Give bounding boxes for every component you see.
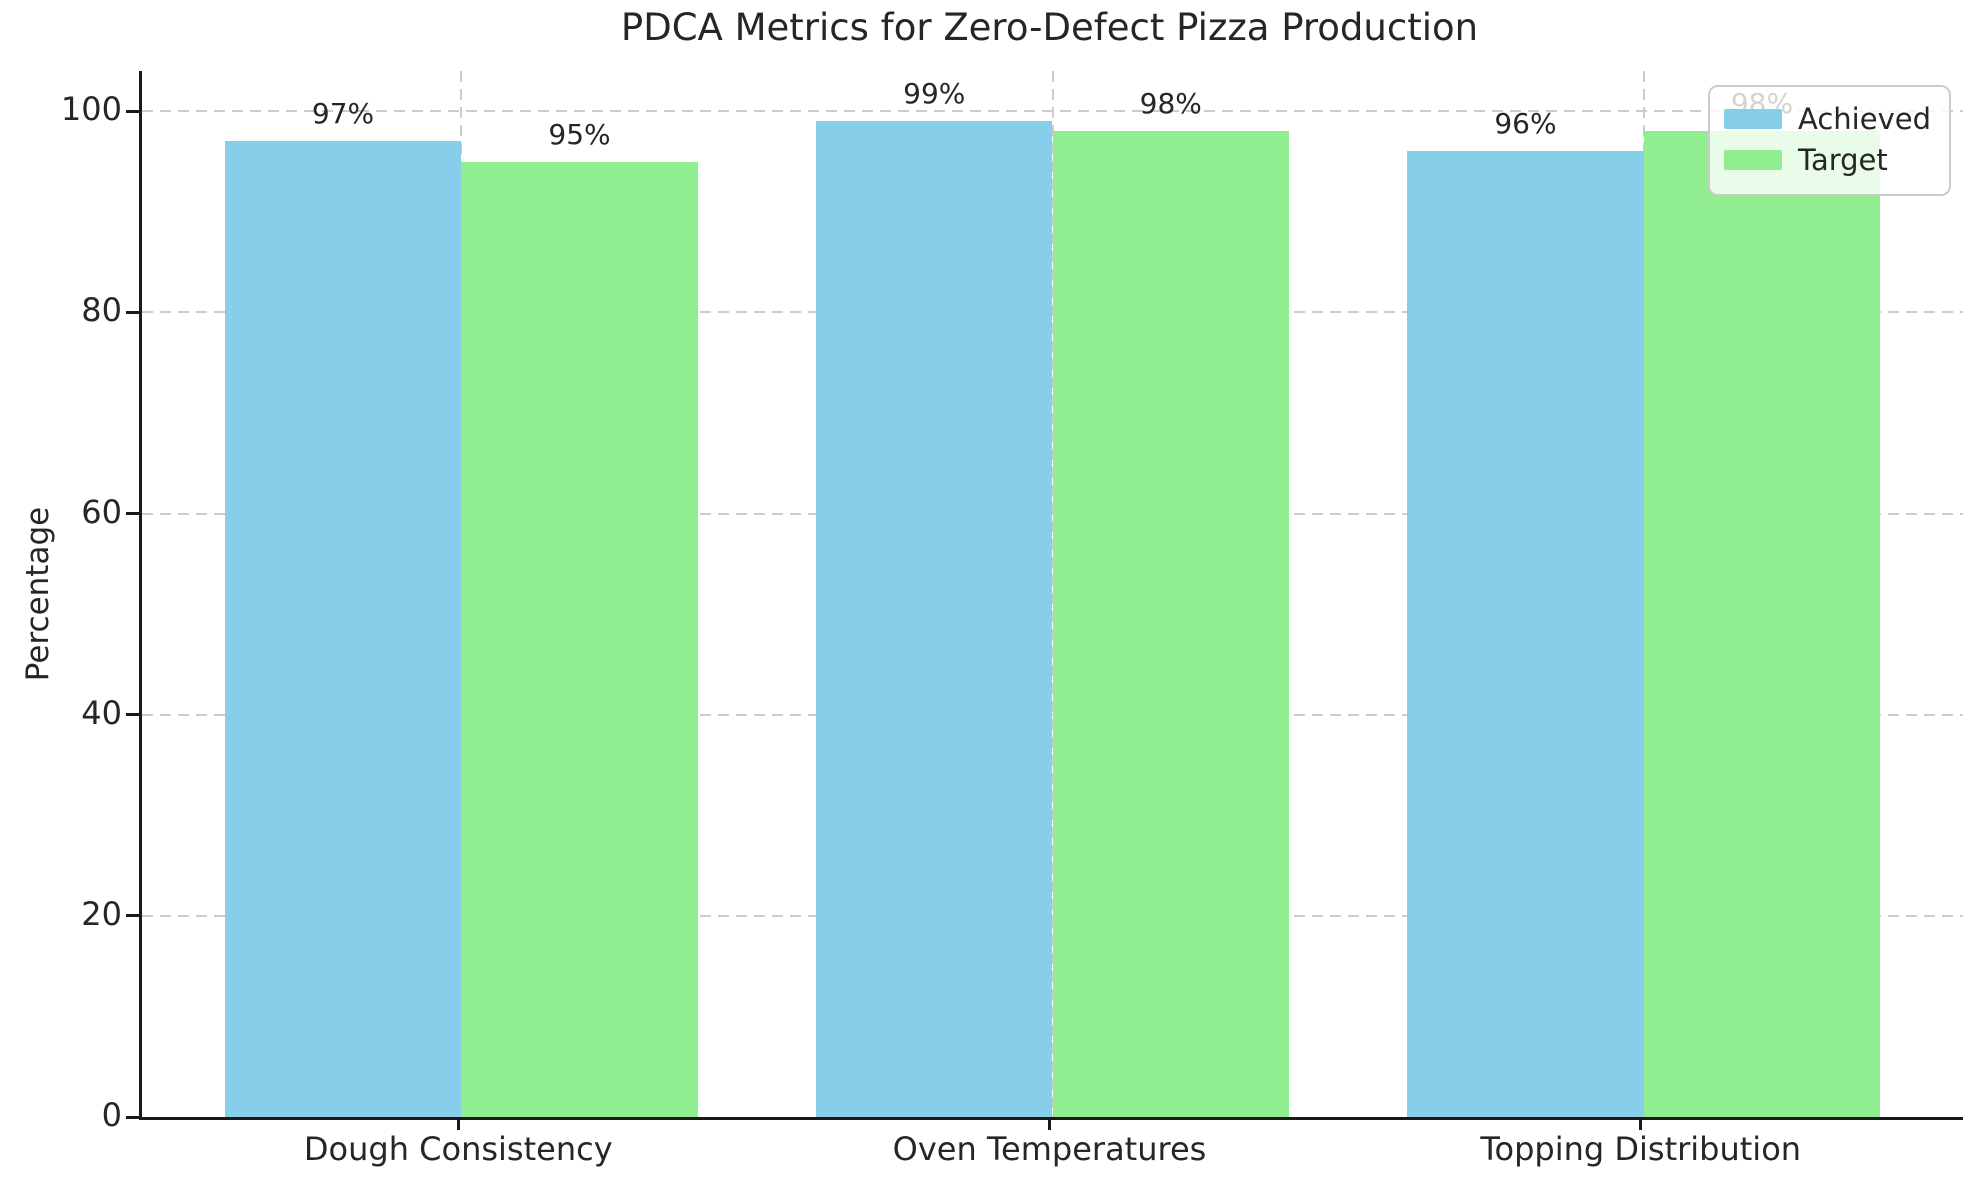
bars-layer: 97%99%96%95%98%98% [142, 71, 1963, 1117]
legend-item-target: Target [1724, 143, 1931, 177]
x-tick-mark [1639, 1120, 1643, 1130]
x-tick-label-topping-distribution: Topping Distribution [1480, 1130, 1802, 1168]
y-tick-mark [126, 1115, 139, 1119]
bar-value-label-achieved-topping-distribution: 96% [1494, 107, 1557, 141]
legend-item-achieved: Achieved [1724, 102, 1931, 136]
legend: Achieved Target [1708, 85, 1951, 196]
bar-target-dough-consistency [461, 161, 698, 1117]
bar-achieved-topping-distribution [1407, 151, 1644, 1117]
legend-label-achieved: Achieved [1798, 102, 1931, 136]
chart-title: PDCA Metrics for Zero-Defect Pizza Produ… [620, 6, 1479, 49]
bar-value-label-achieved-dough-consistency: 97% [311, 97, 375, 131]
x-tick-mark [456, 1120, 460, 1130]
bar-value-label-achieved-oven-temperatures: 99% [903, 77, 966, 111]
legend-label-target: Target [1798, 143, 1888, 177]
y-tick-label: 80 [81, 291, 122, 330]
y-tick-mark [126, 713, 139, 717]
x-tick-label-dough-consistency: Dough Consistency [303, 1130, 613, 1168]
bar-target-oven-temperatures [1052, 131, 1289, 1117]
y-tick-label: 100 [60, 90, 122, 129]
bar-value-label-target-oven-temperatures: 98% [1139, 87, 1202, 121]
y-tick-mark [126, 512, 139, 516]
y-tick-label: 20 [81, 894, 122, 933]
y-tick-label: 0 [101, 1096, 122, 1134]
bar-achieved-oven-temperatures [816, 121, 1053, 1117]
y-tick-label: 60 [81, 492, 122, 531]
y-axis-label: Percentage [20, 506, 56, 682]
x-tick-label-oven-temperatures: Oven Temperatures [892, 1130, 1207, 1168]
bar-achieved-dough-consistency [224, 141, 462, 1117]
y-tick-mark [126, 914, 139, 918]
y-tick-label: 40 [81, 693, 122, 732]
bar-target-topping-distribution [1643, 131, 1881, 1117]
x-tick-mark [1048, 1120, 1051, 1130]
bar-value-label-target-dough-consistency: 95% [548, 117, 611, 151]
legend-swatch-icon-achieved [1724, 109, 1783, 129]
y-tick-mark [126, 310, 139, 314]
legend-swatch-icon-target [1724, 150, 1783, 170]
y-tick-mark [126, 109, 139, 113]
